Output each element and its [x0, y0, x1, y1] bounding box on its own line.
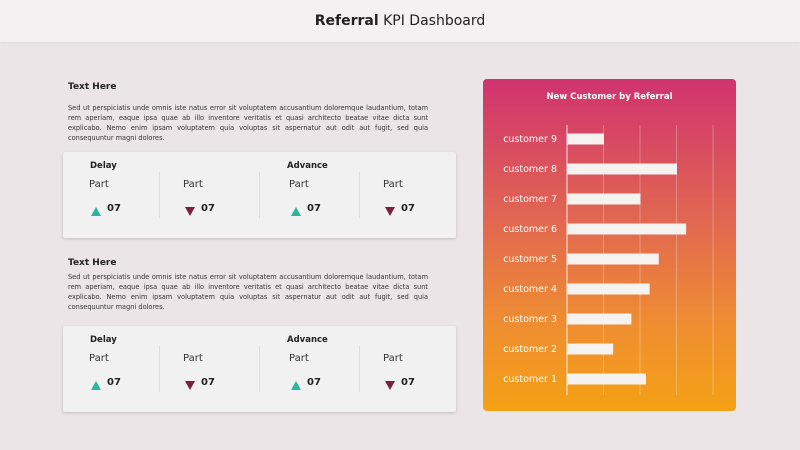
section-paragraph: Sed ut perspiciatis unde omnis iste natu… [68, 104, 428, 142]
metric-value: 07 [401, 377, 415, 388]
kpi-card: Delay Advance Part 07 Part 07 Part 07 Pa… [63, 326, 456, 412]
part-label: Part [89, 179, 109, 190]
part-label: Part [183, 353, 203, 364]
part-label: Part [183, 179, 203, 190]
customer-referral-bar-chart: customer 9 customer 8 customer 7 customer 6… [503, 125, 714, 395]
up-arrow-icon [291, 207, 301, 216]
category-label: customer 7 [503, 194, 557, 205]
delay-label: Delay [90, 335, 117, 345]
down-arrow-icon [185, 207, 195, 216]
divider [159, 346, 160, 392]
divider [259, 346, 260, 392]
section-title: Text Here [68, 82, 117, 92]
part-label: Part [289, 353, 309, 364]
bar [567, 163, 677, 175]
metric-value: 07 [201, 377, 215, 388]
category-label: customer 3 [503, 314, 557, 325]
bar [567, 223, 687, 235]
bar [567, 343, 614, 355]
category-label: customer 6 [503, 224, 557, 235]
down-arrow-icon [385, 207, 395, 216]
divider [359, 346, 360, 392]
part-label: Part [89, 353, 109, 364]
up-arrow-icon [291, 381, 301, 390]
category-label: customer 2 [503, 344, 557, 355]
advance-label: Advance [287, 161, 328, 171]
metric-value: 07 [107, 377, 121, 388]
page-title: Referral KPI Dashboard [314, 13, 486, 29]
bar [567, 313, 632, 325]
up-arrow-icon [91, 207, 101, 216]
section-paragraph: Sed ut perspiciatis unde omnis iste natu… [68, 273, 428, 311]
up-arrow-icon [91, 381, 101, 390]
category-label: customer 5 [503, 254, 557, 265]
divider [359, 172, 360, 218]
category-label: customer 9 [503, 134, 557, 145]
metric-value: 07 [307, 377, 321, 388]
part-label: Part [289, 179, 309, 190]
down-arrow-icon [385, 381, 395, 390]
divider [159, 172, 160, 218]
metric-value: 07 [401, 203, 415, 214]
bar [567, 253, 659, 265]
advance-label: Advance [287, 335, 328, 345]
bar [567, 193, 641, 205]
chart-panel: New Customer by Referral customer 9 custo… [483, 79, 736, 411]
section-title: Text Here [68, 258, 117, 268]
delay-label: Delay [90, 161, 117, 171]
part-label: Part [383, 353, 403, 364]
bar [567, 283, 650, 295]
metric-value: 07 [201, 203, 215, 214]
down-arrow-icon [185, 381, 195, 390]
chart-title: New Customer by Referral [546, 92, 673, 102]
kpi-card: Delay Advance Part 07 Part 07 Part 07 Pa… [63, 152, 456, 238]
category-label: customer 4 [503, 284, 557, 295]
divider [259, 172, 260, 218]
category-label: customer 1 [503, 374, 557, 385]
part-label: Part [383, 179, 403, 190]
bar [567, 373, 646, 385]
bar [567, 133, 604, 145]
metric-value: 07 [107, 203, 121, 214]
header-bar: Referral KPI Dashboard [0, 0, 800, 42]
category-label: customer 8 [503, 164, 557, 175]
metric-value: 07 [307, 203, 321, 214]
